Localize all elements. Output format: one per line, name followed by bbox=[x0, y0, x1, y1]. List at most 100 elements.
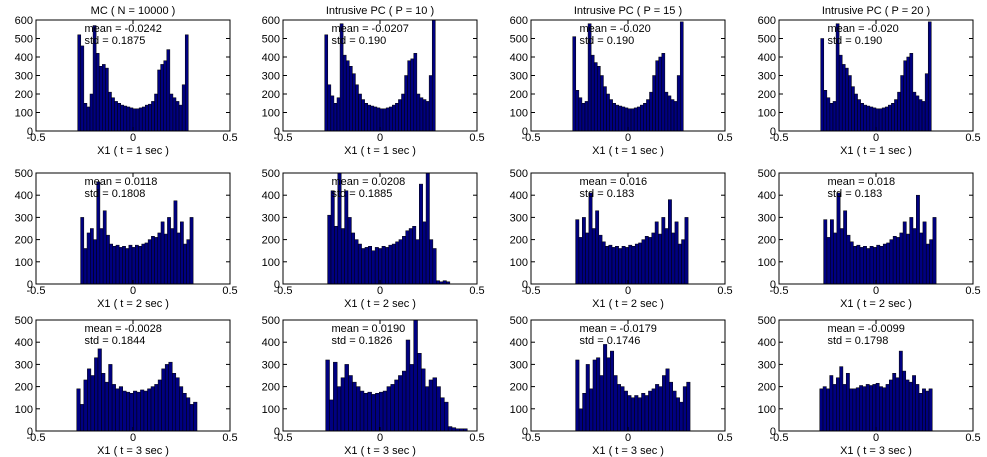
histogram-bar bbox=[884, 106, 889, 132]
histogram-bar bbox=[361, 248, 366, 285]
y-tick-label: 200 bbox=[510, 382, 528, 394]
y-tick-label: 0 bbox=[27, 426, 33, 438]
histogram-bar bbox=[578, 237, 583, 285]
histogram-bar bbox=[648, 390, 653, 432]
histogram-bar bbox=[832, 384, 837, 432]
histogram-bar bbox=[407, 60, 411, 132]
mean-annotation: mean = -0.0242 bbox=[85, 23, 162, 35]
histogram-bar bbox=[413, 319, 418, 432]
mean-annotation: mean = 0.018 bbox=[828, 176, 896, 188]
histogram-bar bbox=[83, 248, 88, 285]
histogram-bar bbox=[610, 350, 615, 432]
histogram-bar bbox=[918, 393, 923, 432]
histogram-bar bbox=[863, 246, 867, 285]
histogram-bar bbox=[658, 386, 663, 432]
x-axis-label: X1 ( t = 3 sec ) bbox=[97, 445, 169, 457]
histogram-bar bbox=[585, 232, 590, 285]
histogram-bar bbox=[131, 247, 136, 285]
histogram-bar bbox=[593, 62, 598, 132]
histogram-bar bbox=[661, 53, 666, 132]
histogram-bar bbox=[138, 246, 142, 285]
x-tick-label: 0 bbox=[873, 132, 879, 144]
histogram-bar bbox=[627, 395, 632, 432]
histogram-bar bbox=[172, 373, 177, 432]
histogram-bar bbox=[869, 106, 874, 132]
y-tick-label: 400 bbox=[510, 52, 528, 64]
histogram-bar bbox=[371, 250, 376, 285]
histogram-bar bbox=[401, 93, 405, 132]
histogram-bar bbox=[422, 221, 427, 285]
std-annotation: std = 0.183 bbox=[580, 188, 635, 200]
histogram-bar bbox=[334, 226, 339, 285]
histogram-bar bbox=[126, 106, 131, 132]
histogram-bar bbox=[342, 54, 347, 132]
histogram-bar bbox=[114, 101, 118, 132]
histogram-bar bbox=[348, 375, 353, 432]
histogram-bar bbox=[413, 53, 418, 132]
histogram-bar bbox=[410, 58, 415, 132]
histogram-bar bbox=[599, 375, 604, 432]
histogram-bar bbox=[872, 384, 877, 432]
histogram-bar bbox=[80, 404, 85, 432]
histogram-bar bbox=[924, 73, 929, 132]
y-tick-label: 200 bbox=[758, 382, 776, 394]
histogram-bar bbox=[170, 228, 175, 285]
x-tick-label: -0.5 bbox=[522, 132, 541, 144]
x-tick-label: -0.5 bbox=[274, 432, 293, 444]
histogram-bar bbox=[424, 386, 430, 432]
y-tick-label: 100 bbox=[758, 257, 776, 269]
x-axis-label: X1 ( t = 3 sec ) bbox=[344, 445, 416, 457]
x-tick-label: 0.5 bbox=[222, 285, 237, 297]
histogram-bar bbox=[865, 384, 870, 432]
y-tick-label: 200 bbox=[15, 89, 33, 101]
histogram-bar bbox=[882, 387, 887, 432]
y-tick-label: 100 bbox=[262, 257, 280, 269]
histogram-bar bbox=[436, 386, 441, 432]
y-tick-label: 300 bbox=[510, 359, 528, 371]
histogram-bar bbox=[98, 66, 103, 132]
histogram-bar bbox=[929, 239, 934, 285]
histogram-bar bbox=[374, 247, 379, 285]
y-tick-label: 500 bbox=[15, 34, 33, 46]
x-tick-label: 0.5 bbox=[965, 432, 980, 444]
std-annotation: std = 0.1826 bbox=[332, 335, 393, 347]
histogram-bar bbox=[140, 389, 145, 432]
std-annotation: std = 0.1844 bbox=[85, 335, 146, 347]
histogram-bar bbox=[676, 75, 681, 132]
y-tick-label: 400 bbox=[15, 52, 33, 64]
histogram-bar bbox=[324, 34, 329, 132]
y-tick-label: 100 bbox=[15, 108, 33, 120]
histogram-bar bbox=[856, 244, 861, 285]
mean-annotation: mean = -0.020 bbox=[580, 23, 651, 35]
histogram-bar bbox=[671, 232, 676, 285]
y-tick-label: 100 bbox=[510, 257, 528, 269]
histogram-bar bbox=[668, 199, 672, 285]
histogram-bar bbox=[649, 91, 653, 132]
histogram-bar bbox=[444, 401, 449, 432]
histogram-bar bbox=[440, 397, 445, 432]
histogram-bar bbox=[115, 244, 120, 285]
histogram-bar bbox=[644, 395, 649, 432]
histogram-bar bbox=[344, 190, 349, 285]
histogram-bar bbox=[842, 384, 847, 432]
histogram-bar bbox=[643, 103, 647, 132]
histogram-bar bbox=[352, 73, 356, 132]
histogram-bar bbox=[616, 384, 621, 432]
histogram-bar bbox=[421, 368, 426, 432]
histogram-bar bbox=[398, 99, 402, 132]
histogram-bar bbox=[916, 194, 920, 285]
histogram-bar bbox=[903, 60, 907, 132]
histogram-bar bbox=[581, 103, 586, 132]
mean-annotation: mean = 0.016 bbox=[580, 176, 648, 188]
histogram-bar bbox=[184, 34, 189, 132]
histogram-bar bbox=[845, 67, 849, 132]
histogram-bar bbox=[89, 93, 94, 132]
histogram-bar bbox=[588, 192, 593, 285]
histogram-bar bbox=[879, 246, 884, 285]
x-tick-label: 0.5 bbox=[469, 285, 484, 297]
y-tick-label: 500 bbox=[262, 315, 280, 327]
